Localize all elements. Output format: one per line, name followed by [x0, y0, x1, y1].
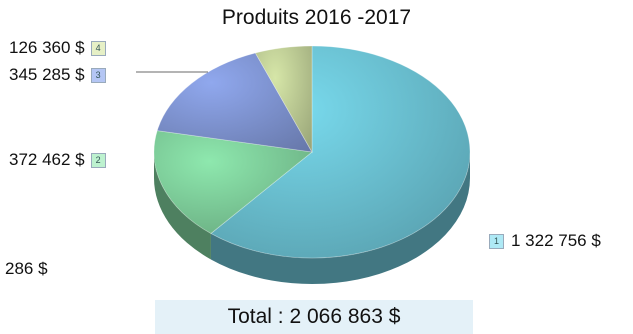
- slice-index-badge-4: 4: [90, 40, 106, 56]
- slice-index-badge-3: 3: [90, 67, 106, 83]
- chart-title: Produits 2016 -2017: [221, 6, 412, 29]
- total-label: Total : 2 066 863 $: [155, 300, 473, 334]
- slice-callout-3: 345 285 $ 3: [9, 65, 112, 85]
- slice-value-label-4: 126 360 $: [9, 38, 85, 57]
- pie-side-1: [210, 152, 471, 284]
- pie-side-2: [154, 152, 211, 260]
- stray-value-label: 286 $: [5, 259, 48, 278]
- pie-slice-4: [254, 45, 313, 154]
- pie-slice-2: [153, 130, 313, 234]
- pie-slice-1: [210, 45, 471, 259]
- slice-value-label-3: 345 285 $: [9, 65, 85, 84]
- slice-index-badge-1: 1: [489, 233, 504, 249]
- slice-callout-2: 372 462 $ 2: [9, 150, 112, 170]
- slice-callout-4: 126 360 $ 4: [9, 38, 112, 58]
- pie-slice-3: [156, 52, 313, 153]
- slice-value-label-2: 372 462 $: [9, 150, 85, 169]
- slice-callout-1: 1 1 322 756 $: [489, 231, 601, 251]
- slice-index-badge-2: 2: [90, 152, 106, 168]
- slice-value-label-1: 1 322 756 $: [511, 231, 601, 250]
